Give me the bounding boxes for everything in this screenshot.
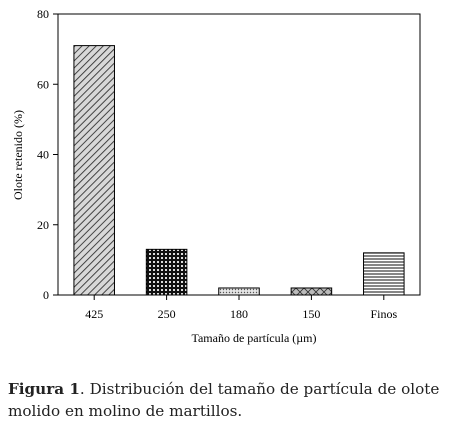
x-tick-label: 250 xyxy=(158,307,176,321)
x-tick-label: 180 xyxy=(230,307,248,321)
bar-chart: 0 20 40 60 80 425 250 180 150 Finos Olote reteni… xyxy=(11,7,421,345)
bar-425 xyxy=(73,45,115,296)
x-axis-label: Tamaño de partícula (µm) xyxy=(191,331,316,345)
figure-label: Figura 1 xyxy=(8,380,80,398)
y-axis-label: Olote retenido (%) xyxy=(11,110,25,200)
x-tick-label: 150 xyxy=(302,307,320,321)
x-tick-label: Finos xyxy=(370,307,397,321)
bar-180 xyxy=(218,287,260,296)
y-tick-label: 60 xyxy=(37,77,49,91)
x-axis-ticks: 425 250 180 150 Finos xyxy=(85,295,397,321)
bars-group xyxy=(73,45,405,296)
y-axis-ticks: 0 20 40 60 80 xyxy=(37,7,58,302)
y-tick-label: 20 xyxy=(37,218,49,232)
y-tick-label: 0 xyxy=(43,288,49,302)
x-tick-label: 425 xyxy=(85,307,103,321)
y-tick-label: 40 xyxy=(37,148,49,162)
bar-250 xyxy=(145,248,188,296)
figure-caption-text: . Distribución del tamaño de partícula d… xyxy=(8,380,440,420)
bar-150 xyxy=(290,287,333,296)
y-tick-label: 80 xyxy=(37,7,49,21)
figure-caption: Figura 1. Distribución del tamaño de par… xyxy=(8,378,460,422)
bar-finos xyxy=(363,252,405,296)
